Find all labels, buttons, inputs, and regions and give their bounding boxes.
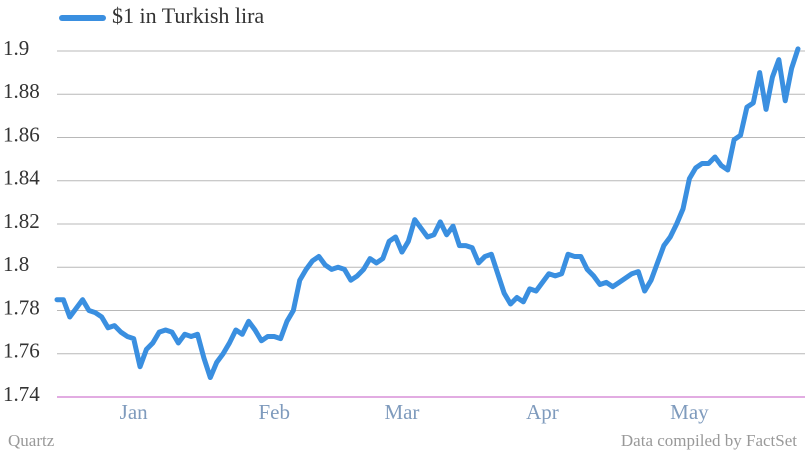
x-tick-label: May (670, 400, 709, 424)
x-tick-label: Jan (120, 400, 148, 424)
source: Data compiled by FactSet (621, 431, 797, 450)
y-tick-label: 1.9 (3, 36, 29, 60)
y-tick-label: 1.76 (3, 339, 40, 363)
line (54, 46, 801, 381)
y-tick-label: 1.84 (3, 166, 40, 190)
legend-label: $1 in Turkish lira (112, 3, 264, 28)
credit: Quartz (8, 431, 55, 450)
y-tick-label: 1.74 (3, 382, 40, 406)
y-tick-label: 1.78 (3, 295, 40, 319)
y-tick-label: 1.88 (3, 79, 40, 103)
y-tick-label: 1.8 (3, 252, 29, 276)
x-tick-label: Mar (384, 400, 419, 424)
y-tick-label: 1.86 (3, 122, 40, 146)
x-tick-label: Apr (526, 400, 559, 424)
y-tick-label: 1.82 (3, 209, 40, 233)
x-tick-label: Feb (258, 400, 290, 424)
